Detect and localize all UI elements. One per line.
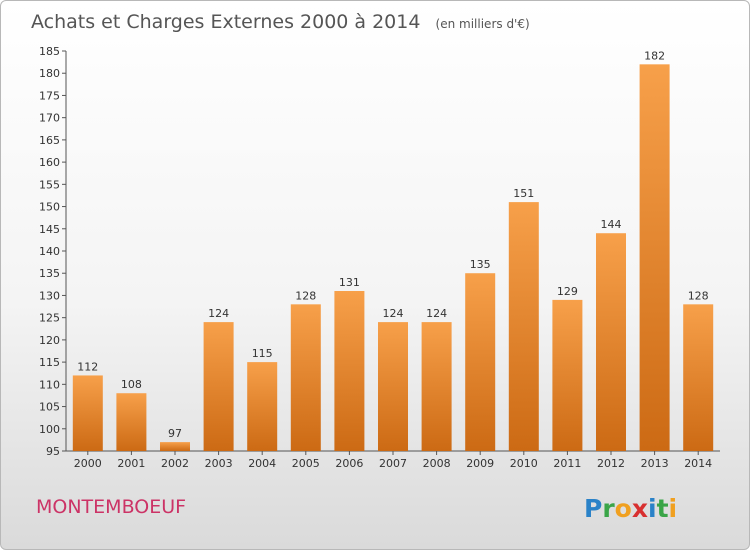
bar-value-label: 124 xyxy=(383,307,404,320)
bar xyxy=(596,233,626,451)
y-tick-label: 130 xyxy=(39,289,60,302)
y-tick-label: 180 xyxy=(39,67,60,80)
x-tick-label: 2005 xyxy=(292,457,320,470)
bar-value-label: 151 xyxy=(513,187,534,200)
x-tick-label: 2003 xyxy=(205,457,233,470)
place-name: MONTEMBOEUF xyxy=(36,496,186,518)
x-tick-label: 2002 xyxy=(161,457,189,470)
x-tick-label: 2008 xyxy=(423,457,451,470)
y-tick-label: 165 xyxy=(39,134,60,147)
y-tick-label: 160 xyxy=(39,156,60,169)
bar xyxy=(639,64,670,452)
bar-value-label: 97 xyxy=(168,427,182,440)
bar-value-label: 124 xyxy=(426,307,447,320)
y-tick-label: 140 xyxy=(39,245,60,258)
bar xyxy=(116,393,147,451)
chart-title-main: Achats et Charges Externes 2000 à 2014 xyxy=(31,11,420,33)
bar xyxy=(378,322,408,451)
x-tick-label: 2000 xyxy=(74,457,102,470)
x-tick-label: 2001 xyxy=(117,457,145,470)
y-tick-label: 125 xyxy=(39,312,60,325)
y-tick-label: 145 xyxy=(39,223,60,236)
bar xyxy=(334,291,365,451)
x-tick-label: 2012 xyxy=(597,457,625,470)
x-tick-label: 2006 xyxy=(335,457,363,470)
bar-value-label: 128 xyxy=(295,289,316,302)
x-tick-label: 2011 xyxy=(553,457,581,470)
x-tick-label: 2013 xyxy=(641,457,669,470)
y-tick-label: 110 xyxy=(39,378,60,391)
y-tick-label: 175 xyxy=(39,89,60,102)
bar-value-label: 135 xyxy=(470,258,491,271)
y-tick-label: 100 xyxy=(39,423,60,436)
bar-value-label: 129 xyxy=(557,285,578,298)
chart-title: Achats et Charges Externes 2000 à 2014 (… xyxy=(31,11,530,33)
bar xyxy=(160,442,190,451)
y-tick-label: 120 xyxy=(39,334,60,347)
x-tick-label: 2009 xyxy=(466,457,494,470)
y-tick-label: 185 xyxy=(39,45,60,58)
bar-value-label: 182 xyxy=(644,49,665,62)
bar xyxy=(508,202,539,451)
y-axis: 95 100 105 110 115 120 125 130 135 140 145 150 155 16… xyxy=(39,45,67,458)
bar-value-label: 124 xyxy=(208,307,229,320)
bar-value-label: 144 xyxy=(601,218,622,231)
bar-value-label: 108 xyxy=(121,378,142,391)
x-tick-label: 2007 xyxy=(379,457,407,470)
bar xyxy=(465,273,496,451)
bar-value-label: 128 xyxy=(688,289,709,302)
y-tick-label: 95 xyxy=(46,445,60,458)
y-tick-label: 170 xyxy=(39,112,60,125)
x-tick-label: 2014 xyxy=(684,457,712,470)
proxiti-logo: Proxiti xyxy=(584,494,677,523)
bars xyxy=(72,64,714,452)
y-tick-label: 135 xyxy=(39,267,60,280)
chart-title-unit: (en milliers d'€) xyxy=(436,17,530,31)
bar-value-label: 112 xyxy=(77,360,98,373)
value-labels: 112 108 97 124 115 128 131 124 124 135 151 129 144 18… xyxy=(77,49,708,440)
bar xyxy=(247,362,278,451)
y-tick-label: 115 xyxy=(39,356,60,369)
x-tick-label: 2004 xyxy=(248,457,276,470)
bar xyxy=(290,304,321,451)
bar-value-label: 115 xyxy=(252,347,273,360)
x-axis: 2000 2001 2002 2003 2004 2005 2006 2007 2008 2009… xyxy=(66,450,720,470)
bar-value-label: 131 xyxy=(339,276,360,289)
x-tick-label: 2010 xyxy=(510,457,538,470)
bar xyxy=(683,304,714,451)
bar xyxy=(552,299,583,451)
bar xyxy=(72,375,103,451)
y-tick-label: 150 xyxy=(39,201,60,214)
y-tick-label: 155 xyxy=(39,178,60,191)
y-tick-label: 105 xyxy=(39,401,60,414)
bar xyxy=(421,322,452,451)
bar xyxy=(203,322,234,451)
